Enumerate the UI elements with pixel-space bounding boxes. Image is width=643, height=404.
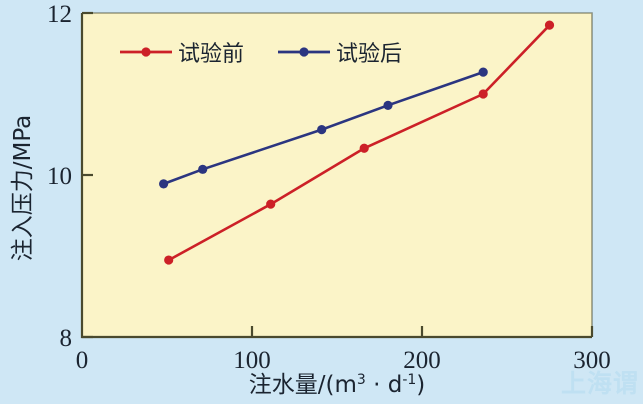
- data-point: [478, 67, 488, 77]
- x-tick-label: 100: [233, 347, 271, 374]
- data-point: [478, 89, 488, 99]
- axis-ticks: [82, 11, 594, 339]
- y-tick-label: 10: [47, 163, 72, 190]
- x-tick-label: 300: [573, 347, 611, 374]
- plot-area-background: [82, 13, 592, 337]
- legend-marker: [141, 47, 151, 57]
- x-axis-title: 注水量/(m3 · d-1): [249, 372, 426, 398]
- plot-border-top-right: [82, 12, 593, 337]
- y-tick-label: 12: [47, 1, 72, 28]
- data-point: [359, 143, 369, 153]
- data-point: [544, 20, 555, 30]
- data-series: [164, 20, 555, 265]
- data-point: [198, 164, 208, 174]
- x-tick-label: 0: [76, 347, 89, 374]
- y-tick-label: 8: [60, 325, 73, 352]
- legend-label: 试验后: [336, 42, 402, 67]
- chart-legend: 试验前 试验后: [120, 42, 402, 67]
- data-series: [159, 67, 488, 189]
- data-point: [383, 100, 393, 110]
- legend-label: 试验前: [178, 42, 244, 67]
- data-series-group: [159, 20, 555, 265]
- legend-marker: [299, 47, 309, 57]
- data-point: [266, 199, 276, 209]
- x-tick-label: 200: [403, 347, 441, 374]
- y-axis-title: 注入压力/MPa: [10, 115, 36, 262]
- axis-tick-labels: 8 10 12 0 100 200 300: [47, 1, 611, 374]
- data-point: [317, 125, 327, 135]
- data-point: [159, 179, 169, 189]
- data-point: [164, 255, 174, 265]
